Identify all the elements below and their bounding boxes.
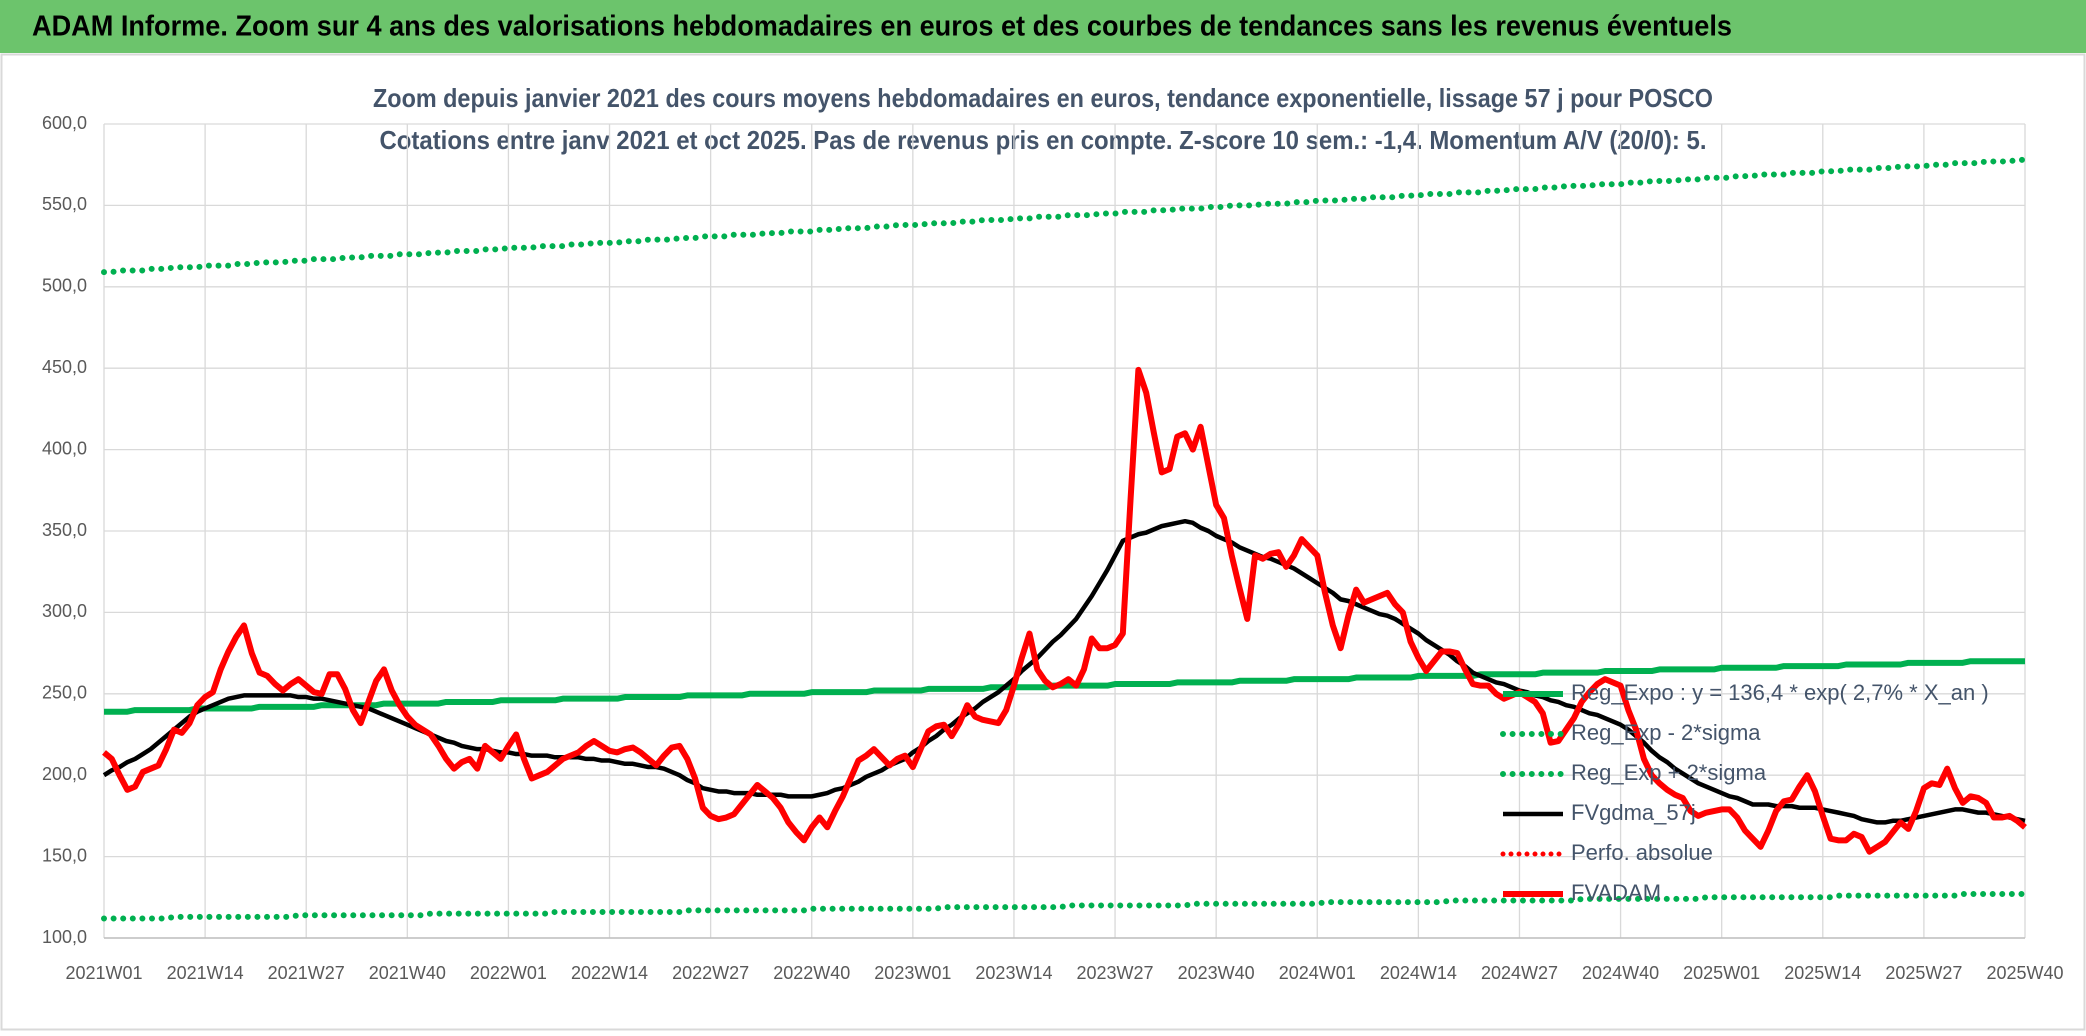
y-tick-label: 600,0 [42,113,87,133]
x-tick-label: 2025W27 [1885,963,1962,983]
x-tick-label: 2025W40 [1986,963,2063,983]
y-tick-label: 250,0 [42,683,87,703]
x-tick-label: 2024W27 [1481,963,1558,983]
x-tick-label: 2023W14 [975,963,1052,983]
y-tick-label: 500,0 [42,276,87,296]
x-tick-label: 2022W14 [571,963,648,983]
x-tick-label: 2021W01 [65,963,142,983]
y-tick-label: 450,0 [42,357,87,377]
x-tick-label: 2022W27 [672,963,749,983]
legend-label: Reg_Expo : y = 136,4 * exp( 2,7% * X_an … [1571,680,1989,705]
legend: Reg_Expo : y = 136,4 * exp( 2,7% * X_an … [1500,680,1989,905]
y-tick-label: 300,0 [42,601,87,621]
legend-label: Reg_Exp - 2*sigma [1571,720,1761,745]
chart-frame [0,53,2086,1031]
y-tick-label: 200,0 [42,764,87,784]
legend-label: FVADAM [1571,880,1661,905]
series-line [104,658,2025,715]
x-tick-label: 2023W27 [1077,963,1154,983]
x-tick-label: 2021W40 [369,963,446,983]
x-tick-label: 2024W01 [1279,963,1356,983]
x-tick-label: 2023W01 [874,963,951,983]
x-tick-label: 2025W01 [1683,963,1760,983]
y-tick-label: 400,0 [42,438,87,458]
x-tick-label: 2021W14 [167,963,244,983]
legend-label: Perfo. absolue [1571,840,1713,865]
header-bar [0,0,2086,53]
series-line [102,366,2027,855]
y-tick-label: 100,0 [42,927,87,947]
y-tick-label: 350,0 [42,520,87,540]
x-tick-label: 2024W40 [1582,963,1659,983]
chart-title: Zoom depuis janvier 2021 des cours moyen… [373,83,1713,113]
x-tick-label: 2022W40 [773,963,850,983]
y-tick-label: 150,0 [42,845,87,865]
x-tick-label: 2024W14 [1380,963,1457,983]
x-tick-label: 2021W27 [268,963,345,983]
legend-label: Reg_Exp + 2*sigma [1571,760,1767,785]
x-tick-label: 2022W01 [470,963,547,983]
series-line [101,891,2028,922]
legend-label: FVgdma_57j [1571,800,1696,825]
chart-subtitle: Cotations entre janv 2021 et oct 2025. P… [380,125,1707,155]
y-tick-label: 550,0 [42,194,87,214]
x-tick-label: 2023W40 [1178,963,1255,983]
series-line [101,156,2028,276]
header-title: ADAM Informe. Zoom sur 4 ans des valoris… [32,11,1732,43]
x-tick-label: 2025W14 [1784,963,1861,983]
